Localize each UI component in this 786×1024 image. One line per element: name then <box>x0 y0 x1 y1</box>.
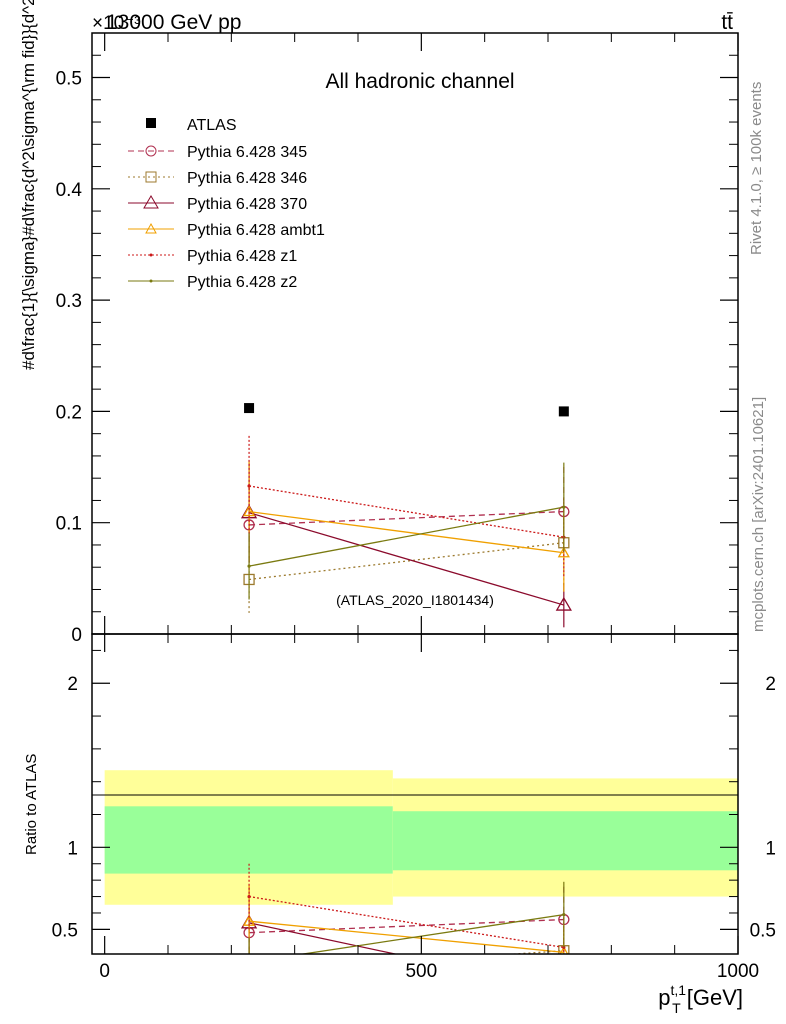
ratio-band-inner-0 <box>104 806 393 874</box>
ratio-y-tick-label-right-0: 0.5 <box>750 920 776 941</box>
ratio-y-axis-title: Ratio to ATLAS <box>23 754 40 855</box>
x-tick-label-2: 1000 <box>717 961 759 982</box>
ratio-series <box>240 863 571 995</box>
legend-marker-370 <box>143 195 159 209</box>
ratio-line-5 <box>298 913 564 954</box>
main-point-2-1 <box>555 596 572 611</box>
main-line-4 <box>248 485 564 538</box>
rivet-label: Rivet 4.1.0, ≥ 100k events <box>748 82 765 255</box>
ratio-point-4-0 <box>247 894 251 899</box>
x-axis-title-unit: [GeV] <box>681 985 743 1010</box>
x-tick-label-0: 0 <box>99 961 110 982</box>
legend-entry-z2: Pythia 6.428 z2 <box>128 274 297 291</box>
mcplots-label: mcplots.cern.ch [arXiv:2401.10621] <box>750 397 767 632</box>
main-y-tick-label-5: 0.5 <box>56 69 82 90</box>
exponent-label: ×10⁻³ <box>92 13 141 34</box>
ratio-y-tick-label-left-1: 1 <box>67 838 78 859</box>
ratio-line-4 <box>248 895 564 949</box>
main-line-2 <box>248 512 565 606</box>
main-point-4-0 <box>247 484 251 488</box>
watermark: (ATLAS_2020_I1801434) <box>336 592 494 608</box>
ratio-bands <box>104 770 738 905</box>
main-point-3-1 <box>557 546 570 558</box>
legend-label-z2: Pythia 6.428 z2 <box>187 274 297 291</box>
main-line-3 <box>248 510 564 554</box>
main-y-tick-label-2: 0.2 <box>56 402 82 423</box>
legend-marker-z2 <box>149 279 153 283</box>
x-axis-title-sup: t,1 <box>671 982 687 998</box>
main-line-1 <box>248 542 564 581</box>
legend-label-345: Pythia 6.428 345 <box>187 144 307 161</box>
legend-marker-z1 <box>149 253 153 257</box>
ratio-y-tick-label-left-0: 0.5 <box>52 920 78 941</box>
legend-label-370: Pythia 6.428 370 <box>187 196 307 213</box>
legend-entry-z1: Pythia 6.428 z1 <box>128 248 297 265</box>
ratio-band-inner-1 <box>392 811 738 871</box>
main-y-axis-title: #d\frac{1}{\sigma}#d\frac{d^2\sigma^{\rm… <box>19 0 38 370</box>
legend-label-z1: Pythia 6.428 z1 <box>187 248 297 265</box>
legend-entry-ambt1: Pythia 6.428 ambt1 <box>128 222 325 239</box>
legend-label-346: Pythia 6.428 346 <box>187 170 307 187</box>
process-label: 13000 GeV pp <box>106 11 241 34</box>
x-axis-title-main: p <box>658 985 670 1010</box>
ratio-point-1-0 <box>244 967 254 977</box>
legend-marker-atlas <box>146 118 156 128</box>
legend-entry-345: Pythia 6.428 345 <box>128 144 307 161</box>
ratio-frame <box>91 633 739 955</box>
atlas-point-0 <box>244 403 255 414</box>
legend-label-atlas: ATLAS <box>187 117 237 134</box>
legend-marker-345 <box>145 145 157 157</box>
main-point-5-1 <box>562 505 566 509</box>
main-point-3-0 <box>242 505 256 517</box>
ratio-line-2 <box>248 922 399 954</box>
x-axis-title: pt,1 T [GeV] <box>658 982 743 1016</box>
main-line-5 <box>248 506 564 567</box>
ratio-point-5-1 <box>562 913 566 917</box>
ratio-y-tick-label-right-2: 2 <box>765 674 776 695</box>
legend-entry-atlas: ATLAS <box>146 117 237 134</box>
main-series <box>240 403 572 628</box>
final-state-label: tt̄ <box>721 11 733 34</box>
channel-title: All hadronic channel <box>325 70 514 93</box>
atlas-point-1 <box>558 406 569 417</box>
main-y-tick-label-4: 0.4 <box>56 180 83 201</box>
ratio-y-tick-label-left-2: 2 <box>67 674 78 695</box>
legend-label-ambt1: Pythia 6.428 ambt1 <box>187 222 325 239</box>
ratio-y-tick-label-right-1: 1 <box>765 838 776 859</box>
legend-marker-ambt1 <box>145 222 157 234</box>
ratio-point-3-1 <box>559 946 569 954</box>
main-y-tick-label-1: 0.1 <box>56 514 82 535</box>
legend-entry-370: Pythia 6.428 370 <box>128 195 307 213</box>
x-tick-label-1: 500 <box>405 961 437 982</box>
main-line-0 <box>249 510 564 526</box>
legend-entry-346: Pythia 6.428 346 <box>128 170 307 187</box>
main-y-tick-label-3: 0.3 <box>56 291 82 312</box>
legend: ATLAS Pythia 6.428 345 Pythia 6.428 346 … <box>128 117 325 291</box>
legend-marker-346 <box>145 171 157 183</box>
ratio-point-2-1 <box>557 983 571 995</box>
ratio-line-3 <box>249 920 564 954</box>
x-axis-title-sub: T <box>672 1000 681 1016</box>
axis-ticks: 0 0.1 0.2 0.3 0.4 0.5 0.5 0.5 1 1 2 2 0 500 1000 <box>52 33 776 982</box>
ratio-line-0 <box>249 918 564 934</box>
main-point-5-0 <box>247 564 251 568</box>
main-y-tick-label-0: 0 <box>71 625 82 646</box>
ratio-point-5-0 <box>247 961 250 964</box>
